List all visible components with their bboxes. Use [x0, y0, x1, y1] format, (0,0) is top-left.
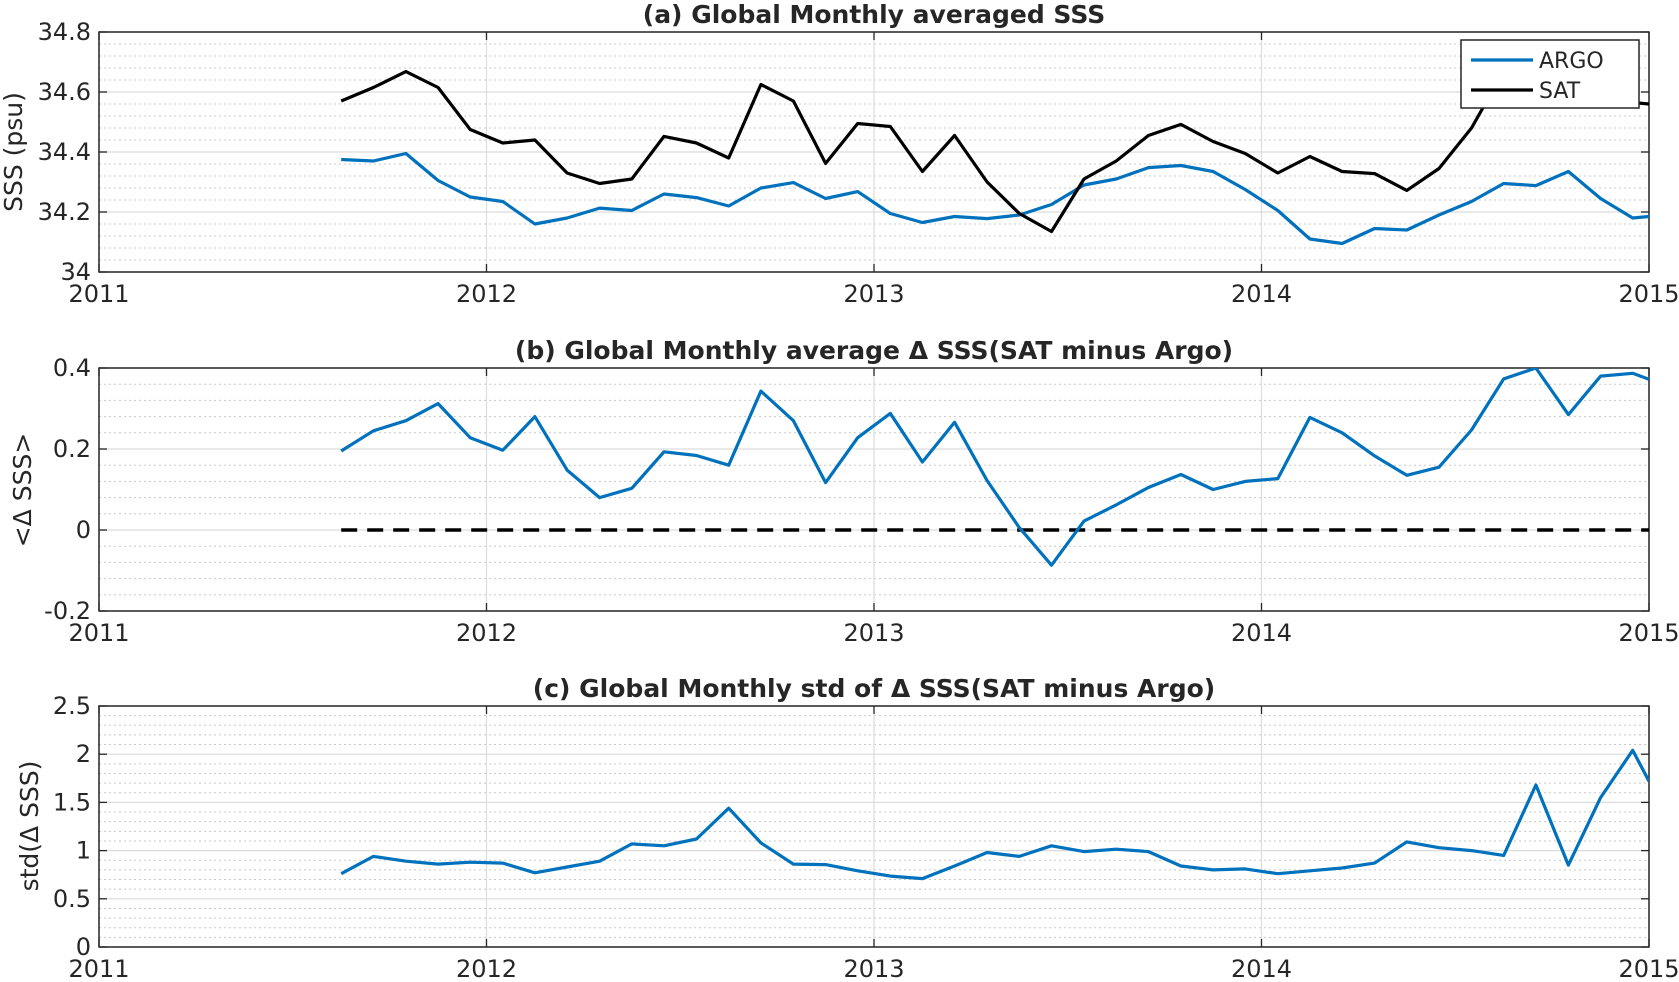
legend-label-argo: ARGO [1539, 49, 1604, 74]
y-tick-label: 0.4 [53, 354, 91, 382]
x-tick-label: 2014 [1231, 955, 1292, 982]
y-axis-label: SSS (psu) [0, 92, 28, 212]
x-tick-label: 2013 [843, 280, 904, 308]
y-tick-label: -0.2 [44, 597, 91, 625]
series-line-sat [340, 69, 1649, 234]
y-axis-label: <Δ SSS> [8, 433, 37, 548]
panel-a: 2011 2012 2013 2014 2015 34 34.2 34.4 34.6 34.8 (a… [0, 0, 1679, 308]
panel-title: (c) Global Monthly std of Δ SSS(SAT minu… [533, 674, 1215, 703]
x-tick-label: 2014 [1231, 280, 1292, 308]
legend-label-sat: SAT [1539, 79, 1581, 104]
series-line-argo [341, 151, 1649, 246]
series-line-delta-sss [340, 748, 1649, 881]
x-tick-label: 2011 [68, 619, 129, 647]
y-tick-label: 34.6 [38, 78, 91, 106]
y-tick-label: 2.5 [53, 692, 91, 720]
y-tick-label: 2 [76, 740, 91, 768]
x-tick-label: 2015 [1618, 955, 1679, 982]
legend: ARGO SAT [1460, 39, 1640, 109]
y-tick-label: 34.4 [38, 138, 91, 166]
x-tick-label: 2013 [843, 619, 904, 647]
x-tick-label: 2011 [68, 955, 129, 982]
y-tick-label: 1 [76, 837, 91, 865]
x-tick-label: 2013 [843, 955, 904, 982]
panel-c: 2011 2012 2013 2014 2015 0 0.5 1 1.5 2 2.5 (c) Glob… [15, 674, 1679, 982]
y-tick-label: 0.2 [53, 435, 91, 463]
panel-title: (a) Global Monthly averaged SSS [643, 0, 1105, 29]
x-tick-label: 2012 [456, 280, 517, 308]
x-tick-label: 2015 [1618, 280, 1679, 308]
series-line-delta-sss [340, 368, 1649, 567]
legend-box [1460, 39, 1640, 109]
y-tick-label: 34.2 [38, 198, 91, 226]
x-tick-label: 2011 [68, 280, 129, 308]
y-tick-label: 1.5 [53, 788, 91, 816]
panel-b: 2011 2012 2013 2014 2015 -0.2 0 0.2 0.4 (b) Globa… [8, 336, 1679, 647]
y-tick-label: 0 [76, 933, 91, 961]
x-tick-label: 2014 [1231, 619, 1292, 647]
y-tick-label: 0.5 [53, 885, 91, 913]
panel-title: (b) Global Monthly average Δ SSS(SAT min… [515, 336, 1233, 365]
x-tick-label: 2012 [456, 955, 517, 982]
y-axis-label: std(Δ SSS) [15, 761, 44, 892]
y-tick-label: 0 [76, 516, 91, 544]
x-tick-label: 2015 [1618, 619, 1679, 647]
y-tick-label: 34.8 [38, 18, 91, 46]
x-tick-label: 2012 [456, 619, 517, 647]
y-tick-label: 34 [60, 258, 91, 286]
